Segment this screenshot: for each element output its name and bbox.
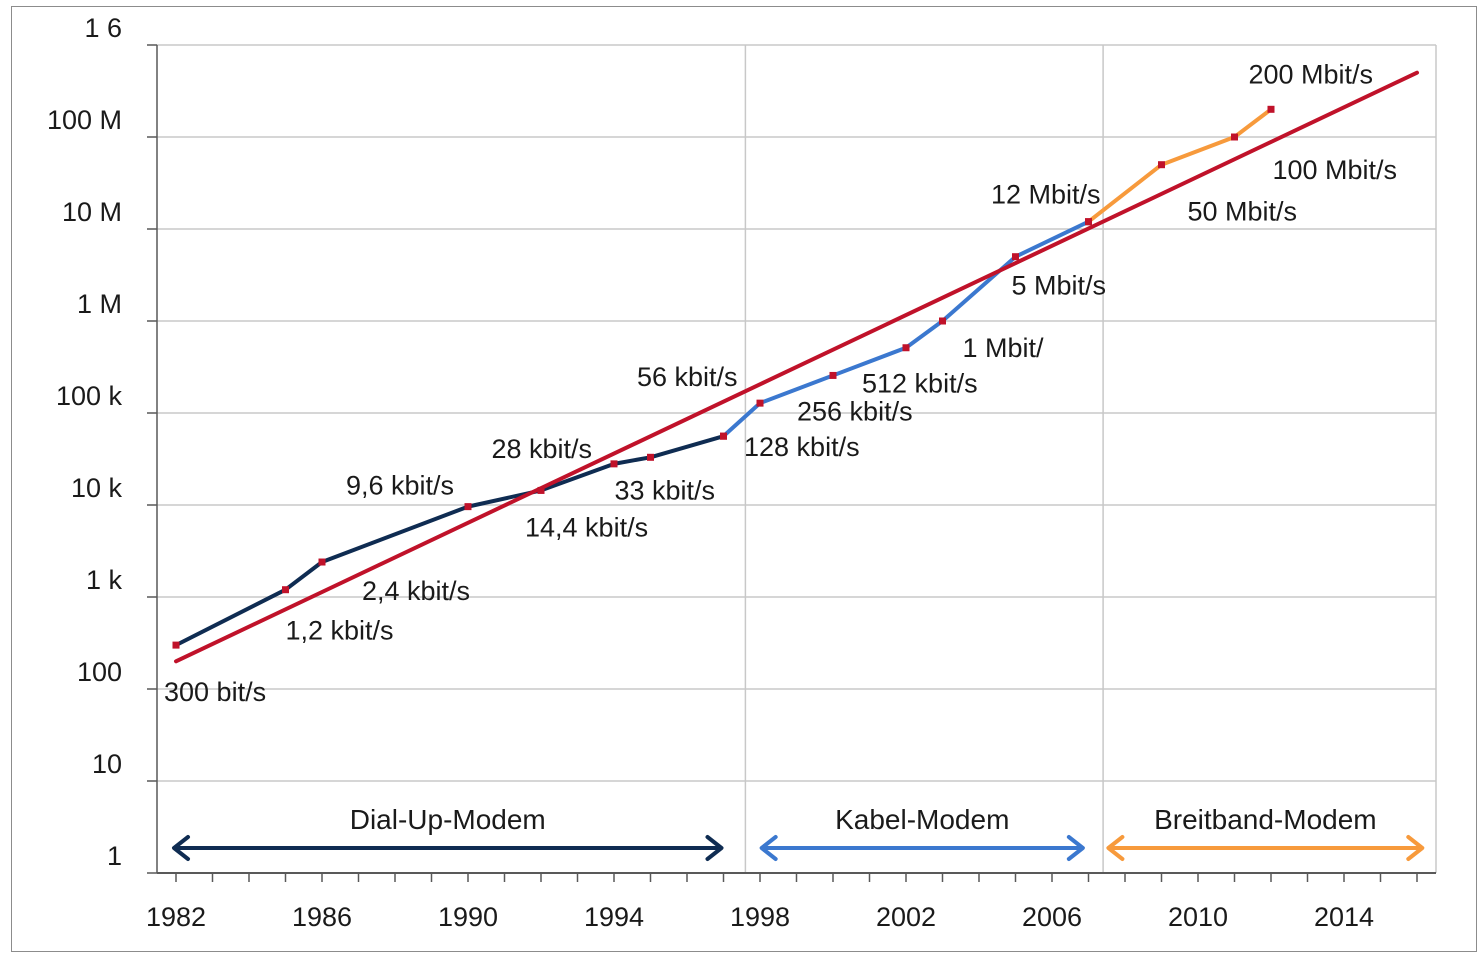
era-label: Kabel-Modem	[835, 804, 1009, 835]
data-point-marker	[756, 399, 764, 407]
era-layer: Dial-Up-Modem Kabel-Modem Breitband-Modem	[172, 804, 1425, 861]
data-label: 56 kbit/s	[637, 362, 738, 392]
data-label: 33 kbit/s	[615, 475, 716, 505]
data-label: 50 Mbit/s	[1188, 197, 1298, 227]
data-label: 5 Mbit/s	[1012, 271, 1107, 301]
series-line-3	[174, 70, 1419, 664]
data-point-marker	[829, 371, 837, 379]
data-label: 256 kbit/s	[797, 396, 913, 426]
data-point-marker	[1267, 105, 1275, 113]
data-label: 1,2 kbit/s	[286, 616, 394, 646]
data-point-marker	[610, 460, 618, 468]
data-label: 200 Mbit/s	[1248, 59, 1373, 89]
series-layer	[172, 70, 1419, 664]
data-label: 512 kbit/s	[862, 369, 978, 399]
label-layer: 300 bit/s 1,2 kbit/s 2,4 kbit/s 9,6 kbit/s 1…	[164, 59, 1397, 707]
data-point-marker	[172, 641, 180, 649]
data-point-marker	[902, 344, 910, 352]
y-tick-label: 1 M	[77, 289, 122, 319]
era-arrow-head-right	[705, 835, 724, 861]
y-tick-label: 10 k	[71, 473, 123, 503]
data-point-marker	[537, 486, 545, 494]
era-arrow-head-left	[759, 835, 778, 861]
data-point-marker	[282, 586, 289, 594]
x-tick-label: 2014	[1314, 902, 1374, 932]
era-arrow-head-right	[1406, 835, 1425, 861]
data-point-marker	[464, 503, 472, 511]
x-tick-label: 2006	[1022, 902, 1082, 932]
data-label: 28 kbit/s	[491, 434, 592, 464]
y-tick-label: 100	[77, 657, 122, 687]
y-tick-label: 10 M	[62, 197, 122, 227]
data-label: 128 kbit/s	[744, 432, 860, 462]
era-arrow-head-left	[1106, 835, 1125, 861]
data-point-marker	[647, 453, 654, 461]
y-tick-label: 100 M	[47, 105, 122, 135]
data-label: 14,4 kbit/s	[525, 512, 648, 542]
x-tick-label: 1994	[584, 902, 644, 932]
axis-layer: 1 10 100 1 k 10 k 100 k 1 M 10 M 100 M 1 6 1982 198…	[47, 13, 1436, 932]
data-point-marker	[720, 432, 727, 440]
x-tick-label: 2010	[1168, 902, 1228, 932]
x-tick-label: 1998	[730, 902, 790, 932]
y-tick-label: 1	[107, 841, 122, 871]
chart-frame	[11, 6, 1477, 952]
data-label: 1 Mbit/	[963, 333, 1045, 363]
data-point-marker	[1231, 133, 1238, 141]
data-label: 12 Mbit/s	[991, 180, 1101, 210]
era-arrow-head-right	[1066, 835, 1085, 861]
x-tick-label: 1982	[146, 902, 206, 932]
y-tick-label: 1 k	[86, 565, 123, 595]
data-label: 2,4 kbit/s	[362, 576, 470, 606]
era-label: Dial-Up-Modem	[350, 804, 546, 835]
y-tick-label: 100 k	[56, 381, 123, 411]
era-arrow-head-left	[172, 835, 190, 861]
data-point-marker	[1085, 218, 1092, 226]
y-tick-label: 10	[92, 749, 122, 779]
x-tick-label: 1986	[292, 902, 352, 932]
data-label: 100 Mbit/s	[1273, 155, 1398, 185]
data-label: 9,6 kbit/s	[346, 471, 454, 501]
series-line-2	[1086, 107, 1273, 224]
y-tick-label: 1 6	[84, 13, 122, 43]
era-label: Breitband-Modem	[1154, 804, 1377, 835]
data-point-marker	[318, 558, 326, 566]
data-point-marker	[939, 317, 946, 325]
x-tick-label: 1990	[438, 902, 498, 932]
grid-layer	[157, 44, 1437, 873]
data-point-marker	[1012, 253, 1019, 261]
x-tick-label: 2002	[876, 902, 936, 932]
series-line-0	[174, 434, 726, 648]
data-label: 300 bit/s	[164, 677, 266, 707]
data-point-marker	[1158, 161, 1165, 169]
